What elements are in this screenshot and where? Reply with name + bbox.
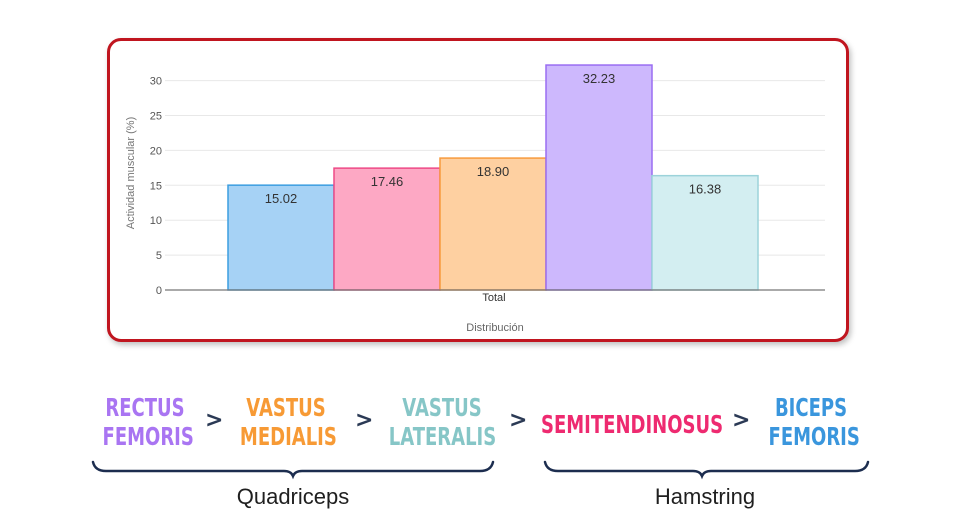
separator-arrow: > xyxy=(205,408,224,433)
muscle-line: LATERALIS xyxy=(388,422,497,451)
data-label: 32.23 xyxy=(583,71,616,86)
x-axis-title: Distribución xyxy=(466,322,523,334)
muscle-line: FEMORIS xyxy=(768,422,860,451)
muscle-biceps-femoris: BICEPS FEMORIS xyxy=(768,393,860,451)
data-label: 15.02 xyxy=(265,191,298,206)
separator-arrow: > xyxy=(732,408,751,433)
y-tick-label: 10 xyxy=(150,215,162,227)
muscle-line: RECTUS xyxy=(105,393,185,422)
separator-arrow: > xyxy=(355,408,374,433)
muscle-line: SEMITENDINOSUS xyxy=(541,410,724,439)
quadriceps-brace xyxy=(91,460,495,480)
muscle-line: BICEPS xyxy=(774,393,848,422)
chart-frame: 0 5 10 15 20 25 30 15.02 17.46 18.90 32.23 16.38 Tot… xyxy=(107,38,849,342)
separator-arrow: > xyxy=(509,408,528,433)
bar xyxy=(651,174,759,291)
hamstring-brace xyxy=(543,460,870,480)
data-label: 16.38 xyxy=(689,182,722,197)
y-tick-label: 25 xyxy=(150,111,162,123)
bar xyxy=(545,64,653,291)
y-axis-title: Actividad muscular (%) xyxy=(125,117,137,229)
bar-chart: 0 5 10 15 20 25 30 15.02 17.46 18.90 32.23 16.38 Tot… xyxy=(125,64,825,334)
data-label: 18.90 xyxy=(477,164,510,179)
group-label-hamstring: Hamstring xyxy=(654,484,756,509)
y-tick-label: 5 xyxy=(156,250,162,262)
y-tick-label: 0 xyxy=(156,285,162,297)
x-tick-label: Total xyxy=(482,292,505,304)
y-tick-label: 15 xyxy=(150,180,162,192)
muscle-rectus-femoris: RECTUS FEMORIS xyxy=(102,393,194,451)
muscle-semitendinosus: SEMITENDINOSUS xyxy=(541,410,724,439)
muscle-line: VASTUS xyxy=(246,393,326,422)
muscle-line: MEDIALIS xyxy=(239,422,337,451)
y-tick-label: 20 xyxy=(150,145,162,157)
muscle-line: VASTUS xyxy=(402,393,482,422)
y-tick-label: 30 xyxy=(150,76,162,88)
muscle-vastus-lateralis: VASTUS LATERALIS xyxy=(388,393,497,451)
muscle-line: FEMORIS xyxy=(102,422,194,451)
muscle-vastus-medialis: VASTUS MEDIALIS xyxy=(239,393,337,451)
data-label: 17.46 xyxy=(371,174,404,189)
group-label-quadriceps: Quadriceps xyxy=(236,484,350,509)
